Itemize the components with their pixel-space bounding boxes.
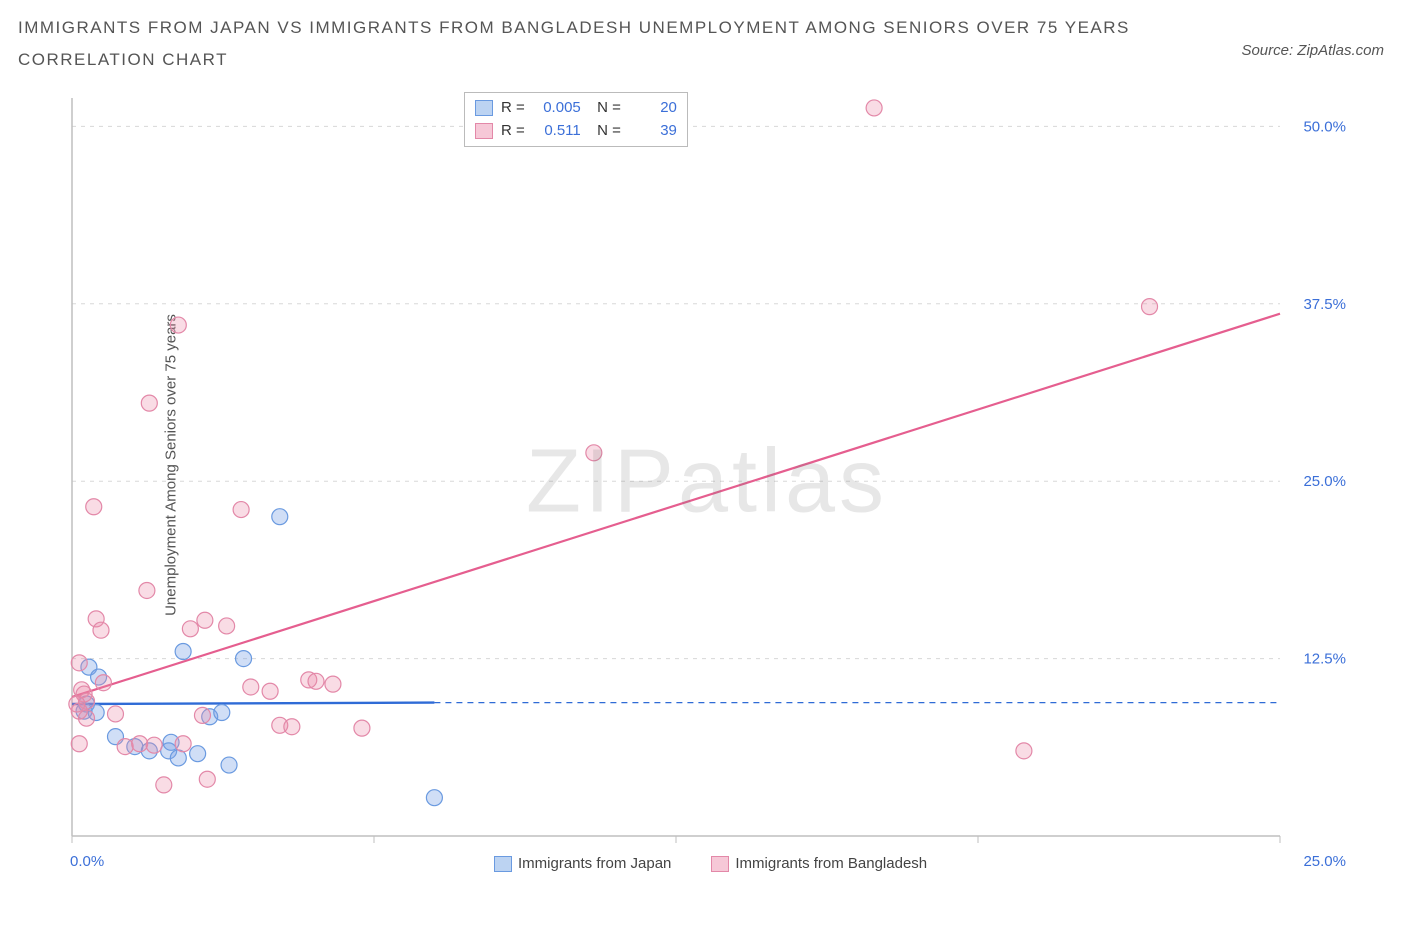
legend-label-bangladesh: Immigrants from Bangladesh	[735, 855, 927, 872]
svg-text:37.5%: 37.5%	[1303, 296, 1346, 313]
stats-legend-box: R = 0.005 N = 20 R = 0.511 N = 39	[464, 92, 688, 147]
swatch-japan	[475, 100, 493, 116]
chart-title-line1: Immigrants from Japan vs Immigrants from…	[18, 12, 1388, 44]
svg-text:50.0%: 50.0%	[1303, 118, 1346, 135]
legend-label-japan: Immigrants from Japan	[518, 855, 671, 872]
stat-n-bangladesh: 39	[629, 120, 677, 143]
svg-text:0.0%: 0.0%	[70, 853, 104, 870]
scatter-plot: 12.5% 25.0% 37.5% 50.0% 0.0% 25.0%	[64, 92, 1350, 872]
stats-row-bangladesh: R = 0.511 N = 39	[475, 120, 677, 143]
stats-row-japan: R = 0.005 N = 20	[475, 97, 677, 120]
stat-r-japan: 0.005	[533, 97, 581, 120]
swatch-bangladesh-icon	[711, 856, 729, 872]
stat-r-label: R =	[501, 120, 525, 143]
stat-n-label: N =	[589, 97, 621, 120]
swatch-japan-icon	[494, 856, 512, 872]
legend-item-bangladesh: Immigrants from Bangladesh	[711, 855, 927, 872]
svg-text:25.0%: 25.0%	[1303, 853, 1346, 870]
bottom-legend: Immigrants from Japan Immigrants from Ba…	[494, 855, 927, 872]
legend-item-japan: Immigrants from Japan	[494, 855, 671, 872]
svg-text:25.0%: 25.0%	[1303, 473, 1346, 490]
chart-area: 12.5% 25.0% 37.5% 50.0% 0.0% 25.0% R = 0.005 …	[64, 92, 1350, 872]
svg-text:12.5%: 12.5%	[1303, 651, 1346, 668]
source-attribution: Source: ZipAtlas.com	[1241, 42, 1384, 59]
stat-r-bangladesh: 0.511	[533, 120, 581, 143]
stat-n-label: N =	[589, 120, 621, 143]
swatch-bangladesh	[475, 123, 493, 139]
chart-title-line2: Correlation Chart	[18, 44, 1388, 76]
stat-r-label: R =	[501, 97, 525, 120]
stat-n-japan: 20	[629, 97, 677, 120]
